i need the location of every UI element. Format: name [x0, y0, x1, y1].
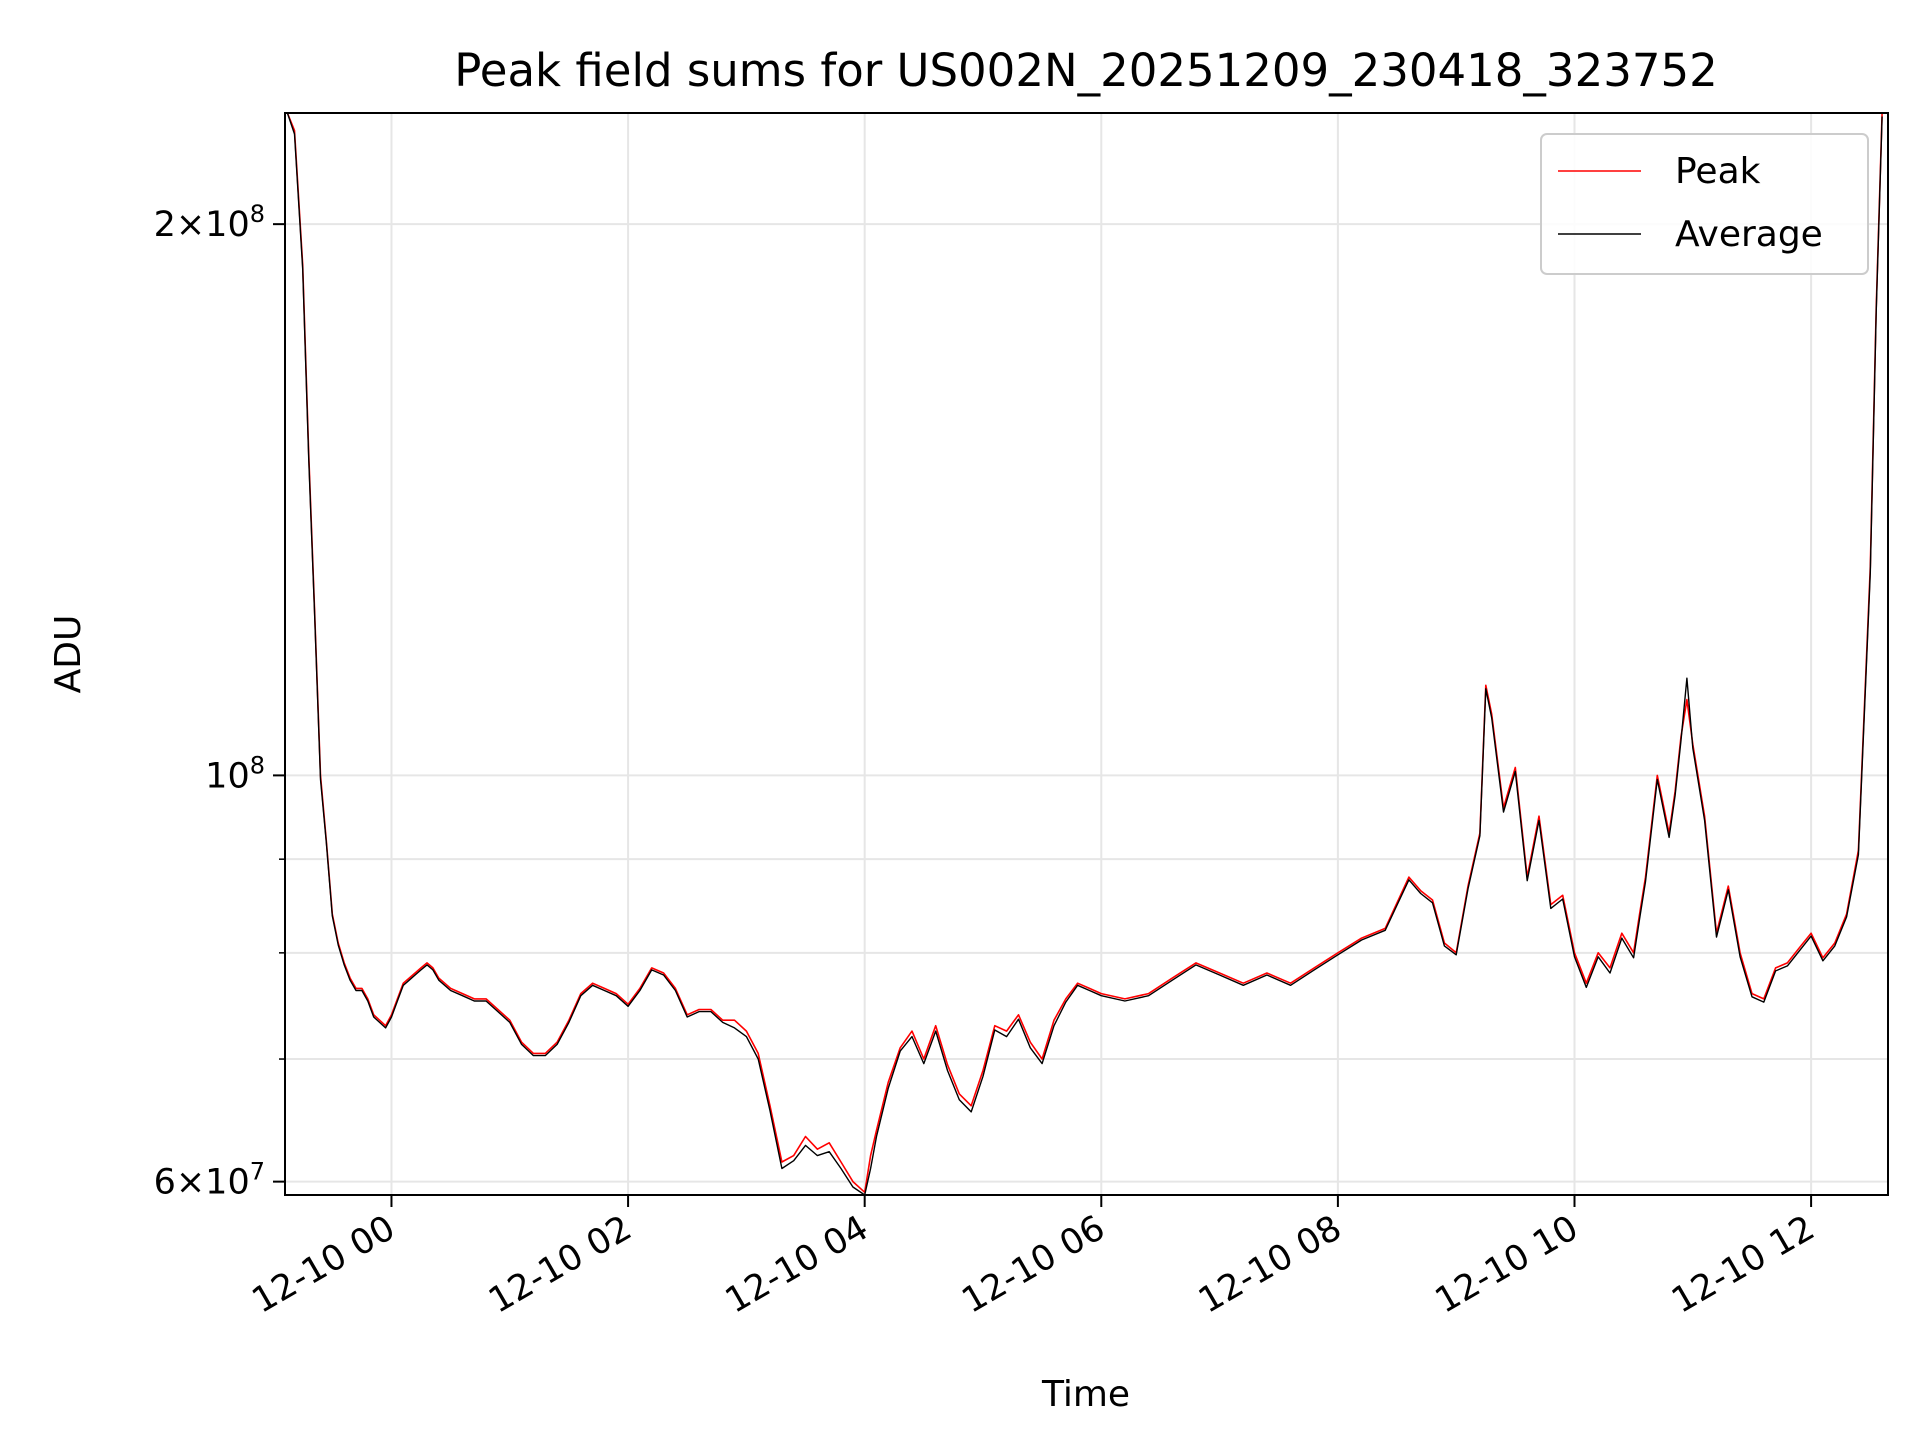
legend-label-average: Average [1675, 214, 1823, 255]
plot-frame [284, 112, 1889, 1196]
x-axis-label: Time [1041, 1374, 1130, 1415]
legend: Peak Average [1540, 133, 1869, 275]
grid [285, 113, 1888, 1195]
series-group [286, 113, 1883, 1195]
y-tick-label-0: 6×107 [154, 1158, 265, 1203]
y-tick-label-1: 108 [205, 751, 265, 796]
series-line-peak [286, 113, 1883, 1194]
chart-title: Peak field sums for US002N_20251209_2304… [454, 44, 1717, 97]
y-axis-label: ADU [48, 615, 89, 694]
plot-background [285, 113, 1888, 1195]
series-line-average [286, 113, 1883, 1195]
legend-label-peak: Peak [1675, 151, 1761, 192]
y-tick-label-2: 2×108 [154, 200, 265, 245]
legend-box [1540, 133, 1869, 275]
